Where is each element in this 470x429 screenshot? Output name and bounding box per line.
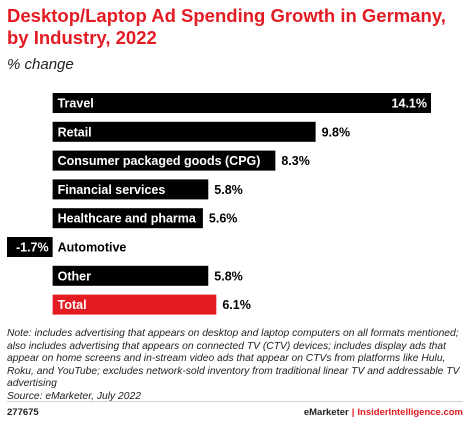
chart-title: Desktop/Laptop Ad Spending Growth in Ger…: [7, 5, 446, 48]
source-text: Source: eMarketer, July 2022: [7, 390, 141, 402]
chart-note: Note: includes advertising that appears …: [7, 328, 465, 404]
category-label-3: Financial services: [58, 183, 166, 197]
category-label-5: Automotive: [58, 241, 127, 255]
category-label-4: Healthcare and pharma: [58, 212, 197, 226]
value-label-0: 14.1%: [392, 97, 427, 111]
value-label-1: 9.8%: [322, 125, 351, 139]
footer-divider: [7, 401, 463, 402]
chart-subtitle: % change: [7, 56, 74, 73]
footer-brand: eMarketer | InsiderIntelligence.com: [304, 407, 463, 418]
category-label-6: Other: [58, 269, 91, 283]
bar-6: [52, 265, 209, 286]
category-label-1: Retail: [58, 125, 92, 139]
value-label-3: 5.8%: [214, 183, 243, 197]
bar-4: [52, 208, 203, 229]
value-label-5: -1.7%: [16, 241, 49, 255]
category-label-7: Total: [58, 298, 87, 312]
category-label-2: Consumer packaged goods (CPG): [58, 154, 261, 168]
value-label-4: 5.6%: [209, 212, 238, 226]
brand-separator: |: [351, 407, 355, 418]
bar-3: [52, 179, 209, 200]
bar-1: [52, 121, 316, 142]
note-text: Note: includes advertising that appears …: [7, 328, 460, 390]
category-label-0: Travel: [58, 97, 94, 111]
bar-5: [7, 237, 53, 257]
brand-insiderintelligence[interactable]: InsiderIntelligence.com: [357, 407, 463, 418]
bar-0: [52, 93, 432, 113]
value-label-2: 8.3%: [281, 154, 310, 168]
chart-id: 277675: [7, 407, 39, 418]
value-label-7: 6.1%: [222, 298, 251, 312]
brand-emarketer: eMarketer: [303, 407, 349, 418]
bar-chart: Travel 14.1% Retail 9.8% Consumer packaged g…: [7, 93, 432, 315]
bar-2: [52, 150, 276, 171]
bar-7: [52, 294, 217, 315]
value-label-6: 5.8%: [214, 269, 243, 283]
